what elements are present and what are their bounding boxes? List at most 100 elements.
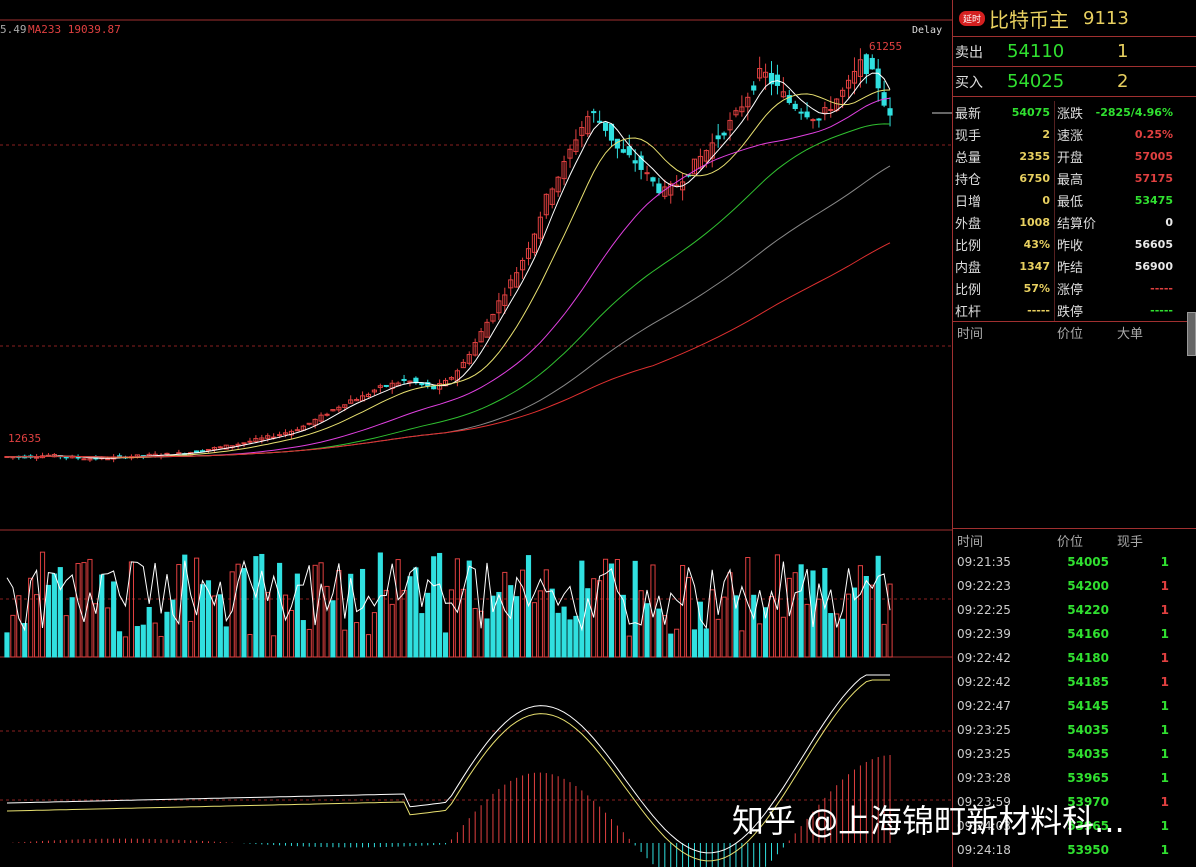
stat-key: 结算价 [1057, 216, 1097, 232]
candle-body [763, 71, 769, 78]
tick-time: 09:23:25 [957, 747, 1011, 761]
volume-bar [573, 615, 579, 658]
tick-time: 09:22:25 [957, 603, 1011, 617]
tick-row[interactable]: 09:23:25 54035 1 [953, 718, 1196, 742]
tick-qty: 1 [1160, 723, 1169, 737]
volume-bar [288, 609, 295, 658]
volume-bar [105, 607, 111, 658]
volume-bar [484, 618, 490, 658]
stat-8-right: 涨停 ----- [1055, 277, 1175, 299]
volume-bar [715, 618, 721, 658]
volume-bar [466, 560, 472, 658]
tick-row[interactable]: 09:22:42 54180 1 [953, 646, 1196, 670]
tick-time: 09:22:42 [957, 651, 1011, 665]
candle-body [401, 378, 407, 381]
stats-grid: 最新 54075 涨跌 -2825/4.96% 现手 2 速涨 0.25% 总量 2355 开盘 57… [953, 97, 1196, 322]
volume-bar [34, 594, 40, 658]
tick-time: 09:21:35 [957, 555, 1011, 569]
tick-time: 09:22:47 [957, 699, 1011, 713]
buy-qty: 2 [1117, 71, 1129, 92]
stat-key: 比例 [955, 238, 982, 254]
tick-price: 54145 [1067, 699, 1109, 713]
watermark: 知乎 @上海锦町新材料科... [732, 802, 1125, 840]
candle-body [502, 294, 508, 306]
ma5-line [7, 72, 891, 459]
stat-key: 持仓 [955, 172, 982, 188]
tick-row[interactable]: 09:21:35 54005 1 [953, 550, 1196, 574]
title-row: 延时 比特币主 9113 [953, 0, 1196, 37]
candle-body [508, 279, 514, 289]
stat-value: -2825/4.96% [1095, 105, 1173, 119]
volume-bar [703, 628, 709, 658]
stat-key: 最低 [1057, 194, 1084, 210]
stat-4-right: 最低 53475 [1055, 189, 1175, 211]
sell-row[interactable]: 卖出 54110 1 [953, 37, 1196, 67]
candle-body [851, 70, 858, 84]
tick-qty: 1 [1160, 603, 1169, 617]
big-order-time-header: 时间 [957, 326, 984, 342]
tick-price: 53970 [1067, 795, 1109, 809]
candle-body [277, 434, 283, 437]
candle-body [822, 107, 828, 114]
candle-body [194, 450, 200, 453]
volume-bar [792, 572, 798, 658]
candle-body [34, 456, 40, 459]
tick-time: 09:23:28 [957, 771, 1011, 785]
stat-value: 57175 [1134, 171, 1173, 185]
candle-body [437, 383, 443, 390]
tick-row[interactable]: 09:22:25 54220 1 [953, 598, 1196, 622]
candle-body [63, 456, 69, 459]
tick-price: 53950 [1067, 843, 1109, 857]
volume-bar [828, 613, 834, 658]
volume-bar [537, 590, 543, 658]
volume-bar [685, 577, 692, 658]
volume-bar [721, 596, 727, 658]
candle-body [727, 119, 733, 131]
candle-body [845, 79, 852, 89]
volume-bar [359, 568, 366, 658]
ma20-line [7, 97, 891, 458]
tick-row[interactable]: 09:24:03 53965 1 [953, 814, 1196, 838]
stat-7-right: 昨结 56900 [1055, 255, 1175, 277]
tick-row[interactable]: 09:22:39 54160 1 [953, 622, 1196, 646]
candle-body [460, 361, 466, 369]
volume-bar [354, 622, 360, 658]
candle-body [377, 385, 383, 388]
stat-value: ----- [1150, 303, 1173, 317]
panel-scroll-handle[interactable] [1187, 312, 1196, 356]
volume-bar [543, 569, 549, 658]
tick-row[interactable]: 09:22:42 54185 1 [953, 670, 1196, 694]
candle-body [241, 442, 247, 445]
tick-row[interactable]: 09:22:47 54145 1 [953, 694, 1196, 718]
volume-bar [75, 563, 81, 658]
tick-row[interactable]: 09:23:59 53970 1 [953, 790, 1196, 814]
chart-svg[interactable] [0, 0, 952, 867]
volume-bar [223, 626, 229, 658]
volume-bar [63, 615, 69, 658]
buy-row[interactable]: 买入 54025 2 [953, 67, 1196, 97]
candle-body [365, 393, 372, 397]
volume-bar [205, 580, 212, 658]
volume-bar [620, 594, 626, 658]
volume-bar [774, 554, 781, 658]
tick-row[interactable]: 09:23:25 54035 1 [953, 742, 1196, 766]
volume-bar [116, 631, 123, 658]
candle-body [804, 111, 810, 118]
stat-value: 2355 [1019, 149, 1050, 163]
chart-area[interactable]: 5.49 MA233 19039.87 Delay 61255 12635 [0, 0, 952, 867]
volume-bar [87, 558, 93, 658]
volume-bar [632, 560, 638, 658]
volume-bar [265, 592, 271, 658]
stat-6-right: 昨收 56605 [1055, 233, 1175, 255]
tick-row[interactable]: 09:22:23 54200 1 [953, 574, 1196, 598]
volume-bar [377, 552, 383, 658]
volume-bar [259, 553, 265, 658]
volume-bar [28, 577, 34, 658]
tick-price: 53965 [1067, 819, 1109, 833]
candle-body [105, 458, 111, 461]
volume-bar [318, 562, 324, 658]
tick-row[interactable]: 09:23:28 53965 1 [953, 766, 1196, 790]
tick-price: 54180 [1067, 651, 1109, 665]
stat-value: 57005 [1134, 149, 1173, 163]
tick-row[interactable]: 09:24:18 53950 1 [953, 838, 1196, 862]
